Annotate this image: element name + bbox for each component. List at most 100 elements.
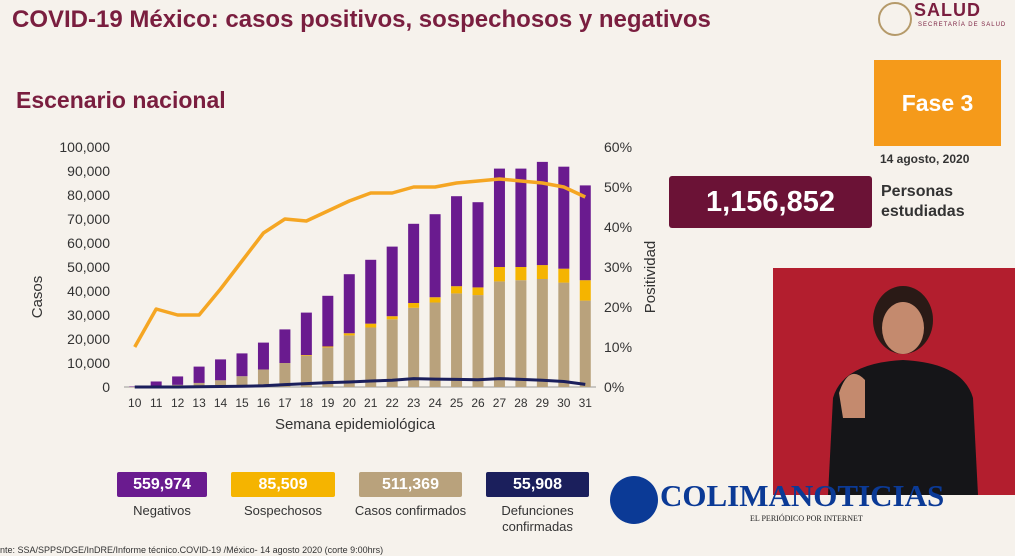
chart-axes: 0 10,000 20,000 30,000 40,000 50,000 60,000 70,…: [29, 139, 659, 433]
y-tick-label: 20,000: [67, 331, 110, 347]
bar-sospechosos: [451, 286, 463, 294]
brand-logo-icon: [610, 476, 658, 524]
y-tick-label: 40,000: [67, 283, 110, 299]
logo-text: SALUD: [914, 0, 981, 20]
y-axis-label: Casos: [29, 276, 46, 319]
x-tick-label: 18: [300, 396, 314, 410]
y-tick-label: 70,000: [67, 211, 110, 227]
x-tick-label: 28: [514, 396, 528, 410]
bar-confirmados: [386, 319, 398, 387]
bar-sospechosos: [322, 346, 334, 348]
salud-logo: SALUD SECRETARÍA DE SALUD: [872, 0, 1012, 40]
bar-sospechosos: [408, 303, 420, 308]
total-studied-value: 1,156,852: [669, 176, 872, 228]
section-subtitle: Escenario nacional: [16, 87, 226, 113]
x-tick-label: 20: [343, 396, 357, 410]
y-tick-label: 60,000: [67, 235, 110, 251]
bar-sospechosos: [558, 268, 570, 283]
bar-negativos: [493, 168, 505, 267]
bar-negativos: [515, 168, 527, 267]
bar-negativos: [558, 166, 570, 269]
stat-value: 559,974: [117, 472, 207, 497]
x-tick-label: 30: [557, 396, 571, 410]
x-tick-label: 21: [364, 396, 378, 410]
bar-confirmados: [279, 363, 291, 387]
y-tick-label: 0: [102, 379, 110, 395]
x-tick-label: 13: [192, 396, 206, 410]
bar-confirmados: [322, 347, 334, 387]
brand-tagline: EL PERIÓDICO POR INTERNET: [750, 514, 863, 523]
x-tick-label: 24: [428, 396, 442, 410]
bar-confirmados: [515, 280, 527, 387]
bar-confirmados: [193, 382, 205, 387]
stat-value: 511,369: [359, 472, 462, 497]
page-title: COVID-19 México: casos positivos, sospec…: [12, 6, 711, 33]
sign-language-interpreter-video: [773, 268, 1015, 495]
x-tick-label: 29: [536, 396, 550, 410]
stat-label: Sospechosos: [243, 503, 323, 518]
source-footnote: nte: SSA/SPPS/DGE/InDRE/Informe técnico.…: [0, 545, 384, 555]
x-tick-label: 19: [321, 396, 335, 410]
bar-sospechosos: [472, 287, 484, 296]
y2-tick-label: 30%: [604, 259, 632, 275]
brand-name: COLIMANOTICIAS: [660, 478, 945, 513]
y-tick-label: 80,000: [67, 187, 110, 203]
bar-negativos: [150, 381, 162, 387]
x-tick-label: 23: [407, 396, 421, 410]
bar-sospechosos: [579, 280, 591, 301]
seal-icon: [878, 2, 912, 36]
x-tick-label: 15: [235, 396, 249, 410]
bar-negativos: [579, 185, 591, 281]
chart-bars: [129, 161, 591, 388]
x-tick-label: 31: [579, 396, 593, 410]
x-tick-label: 17: [278, 396, 292, 410]
stat-label: Casos confirmados: [354, 503, 467, 518]
bar-negativos: [536, 161, 548, 266]
bar-sospechosos: [429, 297, 441, 303]
bar-sospechosos: [536, 265, 548, 279]
bar-negativos: [343, 274, 355, 334]
y2-tick-label: 10%: [604, 339, 632, 355]
stat-label: Negativos: [133, 503, 191, 518]
bar-negativos: [429, 214, 441, 298]
bar-negativos: [172, 376, 184, 385]
bar-confirmados: [579, 300, 591, 387]
y2-tick-label: 0%: [604, 379, 624, 395]
phase-badge: Fase 3: [874, 60, 1001, 146]
bar-negativos: [451, 196, 463, 287]
bar-confirmados: [365, 327, 377, 387]
chart-lines: [133, 177, 587, 389]
bar-confirmados: [429, 302, 441, 387]
total-studied-label: Personas estudiadas: [881, 183, 965, 220]
report-date: 14 agosto, 2020: [880, 152, 970, 166]
bar-negativos: [365, 259, 377, 324]
bar-negativos: [322, 295, 334, 347]
x-tick-label: 16: [257, 396, 271, 410]
bar-confirmados: [558, 282, 570, 387]
bar-sospechosos: [515, 267, 527, 281]
logo-subtext: SECRETARÍA DE SALUD: [918, 22, 1007, 28]
y2-tick-label: 50%: [604, 179, 632, 195]
bar-sospechosos: [386, 316, 398, 320]
x-tick-label: 22: [386, 396, 400, 410]
x-tick-label: 11: [150, 396, 163, 410]
y-tick-label: 90,000: [67, 163, 110, 179]
x-tick-label: 14: [214, 396, 228, 410]
y-tick-label: 30,000: [67, 307, 110, 323]
bar-negativos: [279, 329, 291, 363]
bar-confirmados: [408, 307, 420, 387]
bar-confirmados: [257, 369, 269, 387]
bar-negativos: [300, 312, 312, 356]
x-tick-label: 27: [493, 396, 507, 410]
stat-value: 85,509: [231, 472, 335, 497]
x-tick-label: 26: [471, 396, 485, 410]
bar-sospechosos: [300, 355, 312, 356]
y2-tick-label: 60%: [604, 139, 632, 155]
x-tick-label: 25: [450, 396, 464, 410]
positivity-line: [133, 177, 587, 348]
bar-confirmados: [236, 376, 248, 387]
bar-negativos: [215, 359, 227, 381]
bar-confirmados: [472, 295, 484, 387]
brand-watermark: COLIMANOTICIAS EL PERIÓDICO POR INTERNET: [610, 476, 960, 531]
x-axis-label: Semana epidemiológica: [275, 416, 436, 433]
